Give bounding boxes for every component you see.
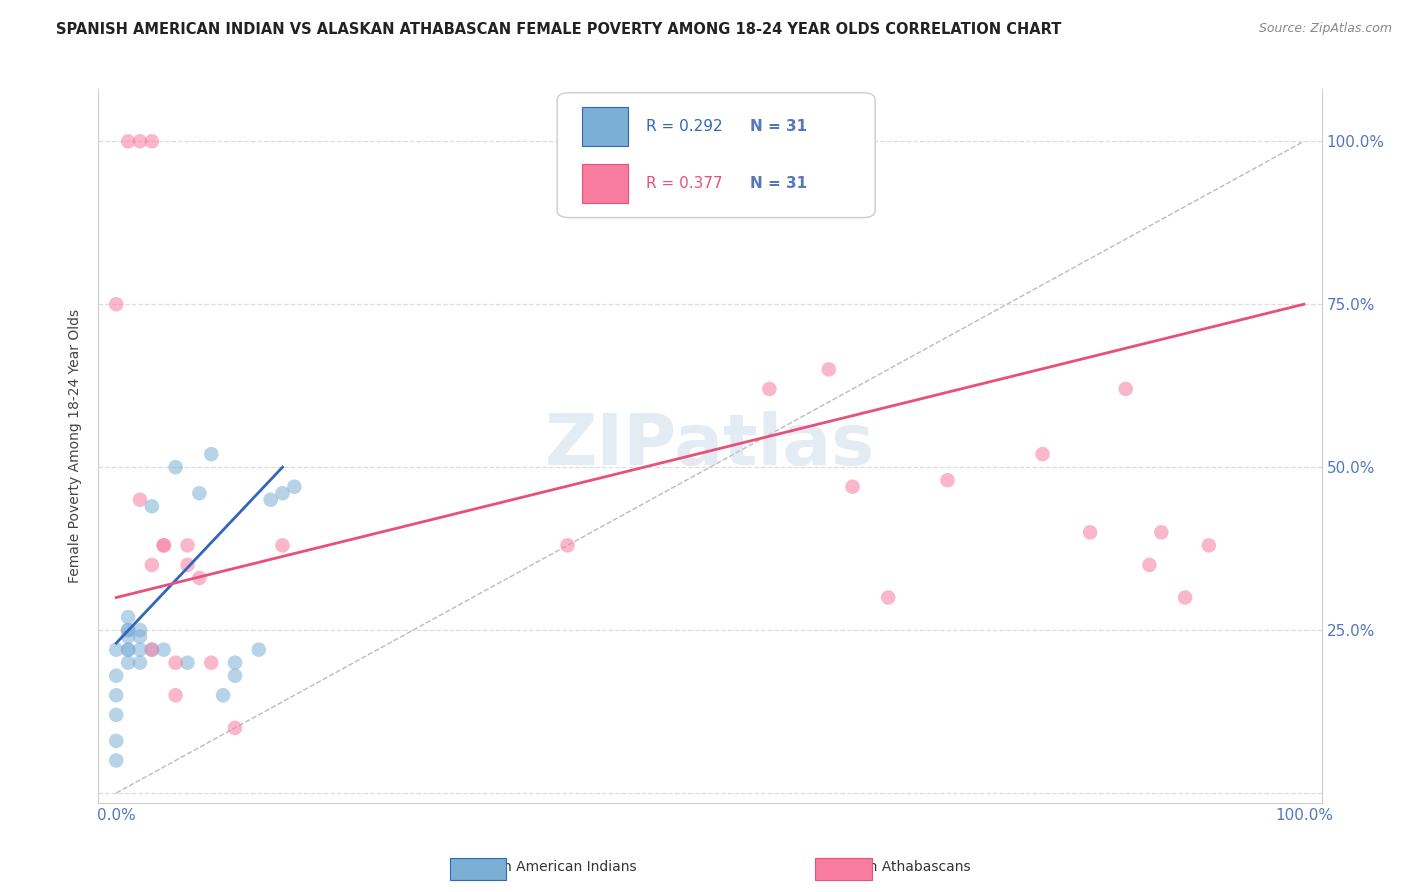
Point [105, 734, 128, 748]
Point [117, 642, 139, 657]
Text: N = 31: N = 31 [751, 120, 807, 134]
Point [141, 642, 163, 657]
Point [141, 500, 163, 514]
Point [152, 538, 174, 552]
Point [817, 362, 839, 376]
Point [224, 656, 246, 670]
Point [1032, 447, 1054, 461]
FancyBboxPatch shape [557, 93, 875, 218]
Point [247, 642, 270, 657]
Text: N = 31: N = 31 [751, 177, 807, 191]
Point [117, 642, 139, 657]
Point [758, 382, 780, 396]
FancyBboxPatch shape [582, 107, 628, 146]
Point [117, 610, 139, 624]
Point [105, 707, 128, 722]
Point [1078, 525, 1101, 540]
Text: Spanish American Indians: Spanish American Indians [457, 860, 637, 874]
Point [1115, 382, 1137, 396]
Point [176, 538, 198, 552]
Text: Alaskan Athabascans: Alaskan Athabascans [823, 860, 970, 874]
Text: R = 0.292: R = 0.292 [647, 120, 723, 134]
Point [283, 480, 305, 494]
Point [224, 721, 246, 735]
Text: SPANISH AMERICAN INDIAN VS ALASKAN ATHABASCAN FEMALE POVERTY AMONG 18-24 YEAR OL: SPANISH AMERICAN INDIAN VS ALASKAN ATHAB… [56, 22, 1062, 37]
Point [129, 630, 152, 644]
Point [841, 480, 863, 494]
Point [105, 754, 128, 768]
FancyBboxPatch shape [582, 164, 628, 203]
Point [557, 538, 579, 552]
Point [152, 642, 174, 657]
Point [129, 492, 152, 507]
Point [1198, 538, 1220, 552]
Point [271, 486, 294, 500]
Point [129, 134, 152, 148]
Point [105, 688, 128, 702]
Point [212, 688, 235, 702]
Point [117, 656, 139, 670]
Point [129, 642, 152, 657]
Y-axis label: Female Poverty Among 18-24 Year Olds: Female Poverty Among 18-24 Year Olds [69, 309, 83, 583]
Point [200, 656, 222, 670]
Point [105, 642, 128, 657]
Text: R = 0.377: R = 0.377 [647, 177, 723, 191]
Point [224, 669, 246, 683]
Point [129, 656, 152, 670]
Point [877, 591, 900, 605]
Point [1174, 591, 1197, 605]
Point [557, 134, 579, 148]
Point [141, 558, 163, 572]
Point [165, 656, 187, 670]
Point [176, 558, 198, 572]
Point [188, 571, 211, 585]
Point [188, 486, 211, 500]
Point [271, 538, 294, 552]
Point [165, 460, 187, 475]
Point [117, 623, 139, 637]
Point [117, 630, 139, 644]
Point [117, 623, 139, 637]
Point [1139, 558, 1161, 572]
Point [200, 447, 222, 461]
Point [936, 473, 959, 487]
Point [176, 656, 198, 670]
Point [141, 642, 163, 657]
Text: Source: ZipAtlas.com: Source: ZipAtlas.com [1258, 22, 1392, 36]
Point [117, 134, 139, 148]
Point [1150, 525, 1173, 540]
Point [105, 297, 128, 311]
Point [141, 134, 163, 148]
Point [165, 688, 187, 702]
Point [259, 492, 281, 507]
Text: ZIPatlas: ZIPatlas [546, 411, 875, 481]
Point [152, 538, 174, 552]
Point [129, 623, 152, 637]
Point [105, 669, 128, 683]
